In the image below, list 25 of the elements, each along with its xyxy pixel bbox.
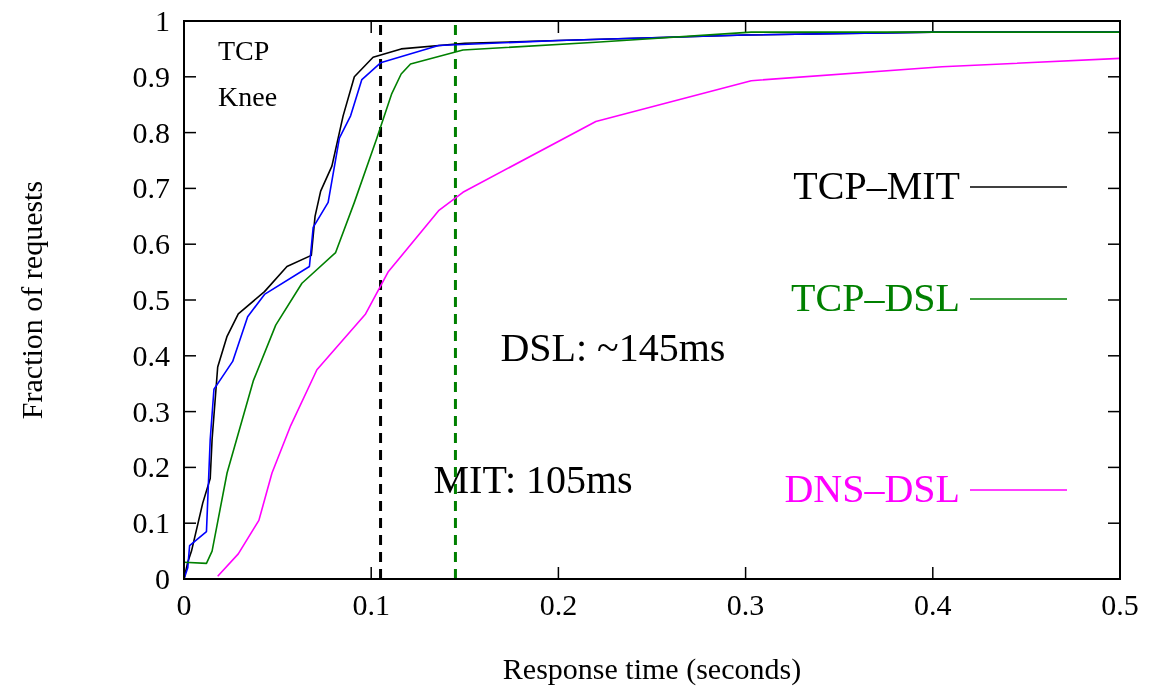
y-tick-label: 0.2 — [132, 450, 170, 484]
y-tick-label: 0.8 — [132, 115, 170, 149]
y-tick-label: 0.3 — [132, 394, 170, 428]
y-tick-label: 0.7 — [132, 171, 170, 205]
y-axis-title: Fraction of requests — [15, 180, 48, 420]
x-tick-label: 0.5 — [1101, 588, 1139, 621]
y-tick-label: 0.4 — [132, 338, 170, 372]
y-tick-label: 0.6 — [132, 227, 170, 261]
y-tick-label: 0.1 — [132, 506, 170, 540]
legend-label: DNS–DSL — [784, 466, 960, 511]
ref-line-label: MIT: 105ms — [433, 456, 633, 502]
x-tick-label: 0 — [176, 588, 192, 621]
legend-label: TCP–DSL — [791, 275, 960, 320]
x-axis-title: Response time (seconds) — [502, 652, 802, 686]
ref-line-label: DSL: ~145ms — [500, 325, 726, 371]
legend-label: TCP–MIT — [793, 163, 960, 208]
x-tick-label: 0.1 — [352, 588, 390, 621]
x-tick-label: 0.2 — [539, 588, 578, 621]
x-tick-label: 0.4 — [914, 588, 952, 621]
x-tick-label: 0.3 — [726, 588, 765, 621]
y-tick-label: 0.9 — [132, 59, 170, 93]
annotation: TCP Knee — [218, 35, 278, 112]
y-tick-label: 0 — [155, 562, 170, 595]
y-tick-label: 1 — [155, 4, 170, 37]
y-tick-label: 0.5 — [132, 283, 170, 316]
